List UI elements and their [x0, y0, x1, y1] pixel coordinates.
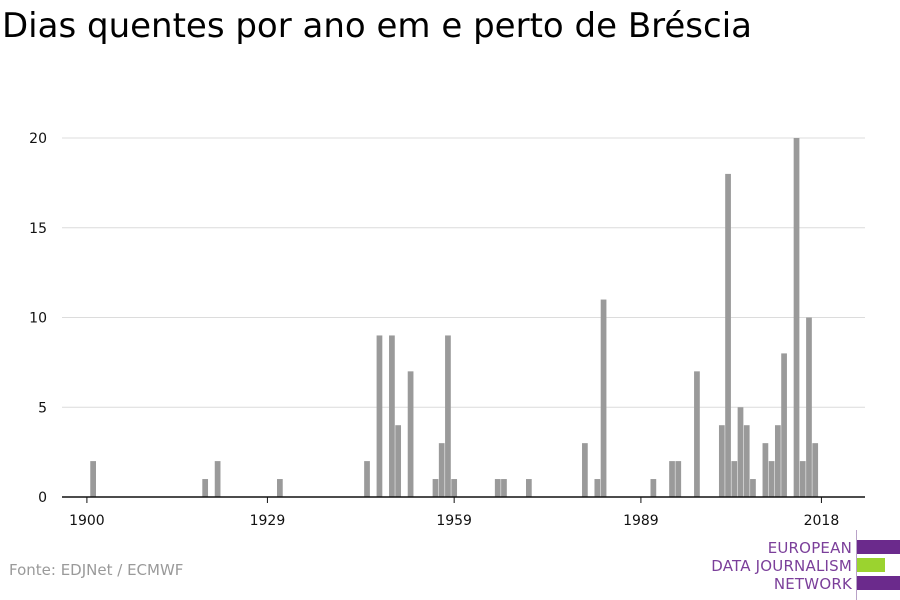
- bar: [395, 425, 402, 497]
- bar: [737, 407, 744, 497]
- bar: [90, 461, 96, 497]
- x-tick-label: 1989: [623, 513, 659, 529]
- gridlines: [62, 137, 865, 408]
- y-tick-label: 10: [29, 311, 47, 327]
- x-axis-ticks: 1900 1929 1959 1989 2018: [69, 497, 839, 529]
- bar: [445, 335, 451, 497]
- bar: [750, 479, 756, 497]
- bars: [90, 138, 819, 497]
- bar: [781, 353, 787, 497]
- bar: [650, 479, 657, 497]
- y-tick-label: 0: [38, 490, 47, 506]
- logo-bar-green: [857, 558, 885, 572]
- x-tick-label: 1900: [69, 513, 105, 529]
- bar: [812, 443, 819, 497]
- bar: [725, 173, 731, 497]
- bar: [799, 461, 806, 497]
- bar: [762, 443, 769, 497]
- bar: [594, 479, 601, 497]
- bar: [364, 461, 370, 497]
- bar: [494, 479, 501, 497]
- bar: [669, 461, 675, 497]
- bar: [694, 371, 700, 497]
- edjnet-logo: EUROPEAN DATA JOURNALISM NETWORK: [700, 530, 900, 600]
- logo-line-3: NETWORK: [773, 575, 852, 593]
- chart-title: Dias quentes por ano em e perto de Brésc…: [2, 6, 752, 46]
- logo-divider: [856, 530, 857, 600]
- logo-bar-purple-top: [857, 540, 900, 554]
- bar: [675, 461, 682, 497]
- bar: [582, 443, 588, 497]
- bar: [202, 479, 209, 497]
- bar: [214, 461, 221, 497]
- bar: [407, 371, 414, 497]
- bar: [277, 479, 283, 497]
- bar: [774, 425, 781, 497]
- x-tick-label: 2018: [804, 513, 840, 529]
- y-tick-label: 20: [29, 131, 47, 147]
- x-tick-label: 1929: [250, 513, 286, 529]
- bar: [501, 479, 507, 497]
- bar: [600, 299, 607, 497]
- bar: [438, 443, 445, 497]
- y-axis-ticks: 0 5 10 15 20: [29, 131, 47, 506]
- bar: [793, 138, 800, 497]
- y-tick-label: 15: [29, 221, 47, 237]
- x-tick-label: 1959: [436, 513, 472, 529]
- y-tick-label: 5: [38, 400, 47, 416]
- bar: [432, 479, 439, 497]
- bar: [806, 317, 812, 497]
- logo-line-2: DATA JOURNALISM: [711, 557, 852, 575]
- bar: [376, 335, 383, 497]
- source-note: Fonte: EDJNet / ECMWF: [9, 561, 184, 579]
- bar: [389, 335, 395, 497]
- bar: [731, 461, 738, 497]
- bar: [768, 461, 775, 497]
- bar: [525, 479, 532, 497]
- logo-line-1: EUROPEAN: [767, 539, 852, 557]
- bar: [718, 425, 725, 497]
- bar: [743, 425, 750, 497]
- logo-bar-purple-bottom: [857, 576, 900, 590]
- bar: [451, 479, 458, 497]
